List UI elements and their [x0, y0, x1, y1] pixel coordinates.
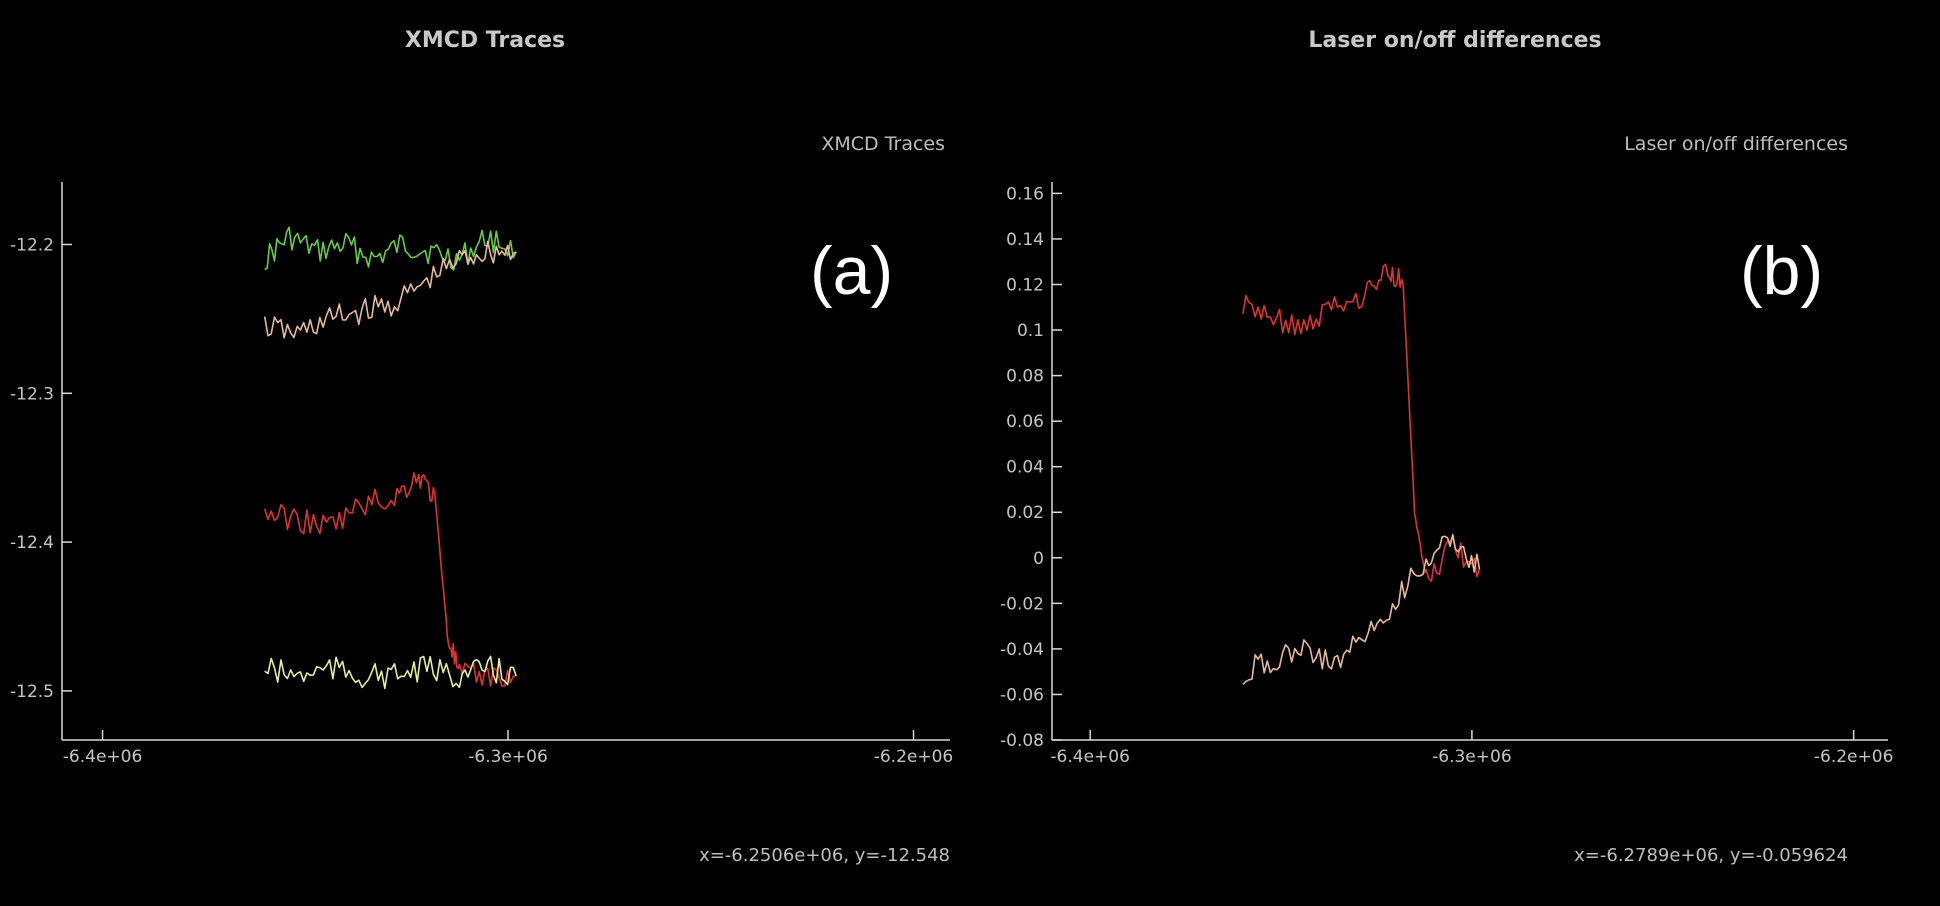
plot-area[interactable]: -6.4e+06 -6.3e+06 -6.2e+06 -12.5 -12.4 -12.3 -…	[0, 0, 970, 906]
y-tick-label: 0.1	[1017, 321, 1044, 341]
x-tick-label: -6.2e+06	[874, 747, 954, 767]
panel-xmcd-traces: XMCD Traces XMCD Traces -6.4e+06 -6.3e+06…	[0, 0, 970, 906]
y-tick-label: 0.14	[1006, 230, 1044, 250]
window-title: XMCD Traces	[404, 28, 566, 53]
series-line-1	[1242, 533, 1481, 686]
y-tick-label: 0.08	[1006, 367, 1044, 387]
x-tick-label: -6.3e+06	[1432, 747, 1512, 767]
series-line-0	[264, 226, 517, 271]
series-line-3	[264, 655, 517, 690]
y-tick-label: 0.06	[1006, 412, 1044, 432]
coordinate-readout: x=-6.2789e+06, y=-0.059624	[1574, 845, 1848, 866]
y-tick-label: 0.12	[1006, 275, 1044, 295]
y-tick-label: -12.4	[10, 533, 54, 553]
x-tick-label: -6.3e+06	[468, 747, 548, 767]
panel-label: (b)	[1740, 233, 1824, 309]
y-tick-label: 0	[1033, 549, 1044, 569]
y-tick-label: -0.04	[1000, 640, 1044, 660]
plot-title: XMCD Traces	[821, 133, 945, 155]
x-tick-label: -6.4e+06	[63, 747, 143, 767]
y-tick-label: -12.3	[10, 384, 54, 404]
plot-title: Laser on/off differences	[1624, 133, 1848, 155]
x-tick-label: -6.2e+06	[1814, 747, 1894, 767]
series-line-1	[263, 240, 517, 339]
plot-area[interactable]: -6.4e+06 -6.3e+06 -6.2e+06 -0.08 -0.06 -0.04 -…	[970, 0, 1940, 906]
series-line-2	[263, 472, 517, 687]
y-tick-label: 0.02	[1006, 503, 1044, 523]
y-tick-label: -0.02	[1000, 594, 1044, 614]
panel-label: (a)	[810, 233, 894, 309]
coordinate-readout: x=-6.2506e+06, y=-12.548	[699, 845, 950, 866]
y-tick-label: -0.06	[1000, 685, 1044, 705]
y-tick-label: 0.16	[1006, 184, 1044, 204]
y-tick-label: -12.2	[10, 235, 54, 255]
y-tick-label: -12.5	[10, 682, 54, 702]
panel-laser-differences: Laser on/off differences Laser on/off di…	[970, 0, 1940, 906]
window-title: Laser on/off differences	[1308, 28, 1602, 53]
series-line-0	[1242, 263, 1481, 583]
x-tick-label: -6.4e+06	[1050, 747, 1130, 767]
y-tick-label: 0.04	[1006, 458, 1044, 478]
y-tick-label: -0.08	[1000, 731, 1044, 751]
